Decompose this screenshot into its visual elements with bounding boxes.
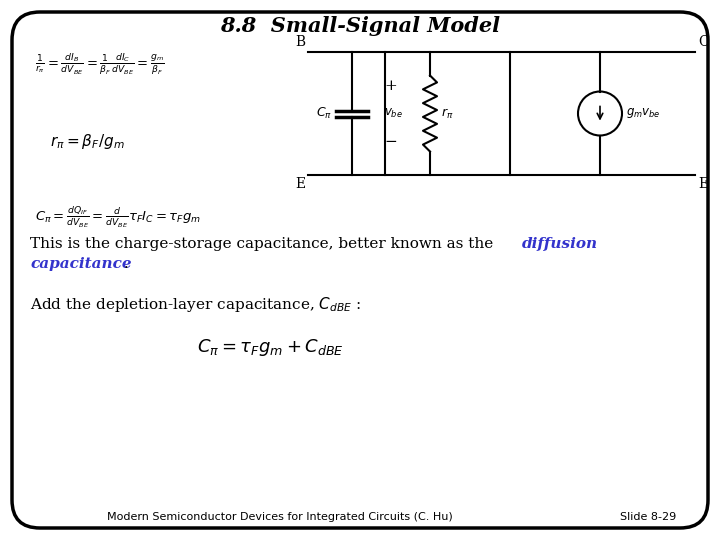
Text: E: E bbox=[698, 177, 708, 191]
Text: Add the depletion-layer capacitance, $C_{dBE}$ :: Add the depletion-layer capacitance, $C_… bbox=[30, 295, 361, 314]
Text: diffusion: diffusion bbox=[522, 237, 598, 251]
Text: −: − bbox=[384, 134, 397, 149]
Text: $v_{be}$: $v_{be}$ bbox=[384, 107, 402, 120]
Text: This is the charge-storage capacitance, better known as the: This is the charge-storage capacitance, … bbox=[30, 237, 498, 251]
Text: B: B bbox=[295, 35, 305, 49]
Text: +: + bbox=[384, 78, 397, 92]
Text: Modern Semiconductor Devices for Integrated Circuits (C. Hu): Modern Semiconductor Devices for Integra… bbox=[107, 512, 453, 522]
Text: Slide 8-29: Slide 8-29 bbox=[620, 512, 676, 522]
Text: C: C bbox=[698, 35, 708, 49]
Text: capacitance: capacitance bbox=[30, 257, 132, 271]
Text: $r_{\pi} = \beta_F / g_m$: $r_{\pi} = \beta_F / g_m$ bbox=[50, 132, 125, 151]
Text: .: . bbox=[124, 257, 129, 271]
Text: $C_{\pi}$: $C_{\pi}$ bbox=[316, 106, 332, 121]
FancyBboxPatch shape bbox=[12, 12, 708, 528]
Text: $g_m v_{be}$: $g_m v_{be}$ bbox=[626, 106, 661, 120]
Text: $r_{\pi}$: $r_{\pi}$ bbox=[441, 106, 454, 120]
Text: $\frac{1}{r_{\pi}} = \frac{dI_B}{dV_{BE}} = \frac{1}{\beta_F}\frac{dI_C}{dV_{BE}: $\frac{1}{r_{\pi}} = \frac{dI_B}{dV_{BE}… bbox=[35, 52, 165, 78]
Text: E: E bbox=[295, 177, 305, 191]
Text: $C_{\pi} = \tau_F g_m + C_{dBE}$: $C_{\pi} = \tau_F g_m + C_{dBE}$ bbox=[197, 337, 343, 358]
Text: 8.8  Small-Signal Model: 8.8 Small-Signal Model bbox=[220, 16, 500, 36]
Text: $C_{\pi} = \frac{dQ_{IF}}{dV_{BE}} = \frac{d}{dV_{BE}}\tau_F I_C = \tau_F g_m$: $C_{\pi} = \frac{dQ_{IF}}{dV_{BE}} = \fr… bbox=[35, 205, 201, 230]
